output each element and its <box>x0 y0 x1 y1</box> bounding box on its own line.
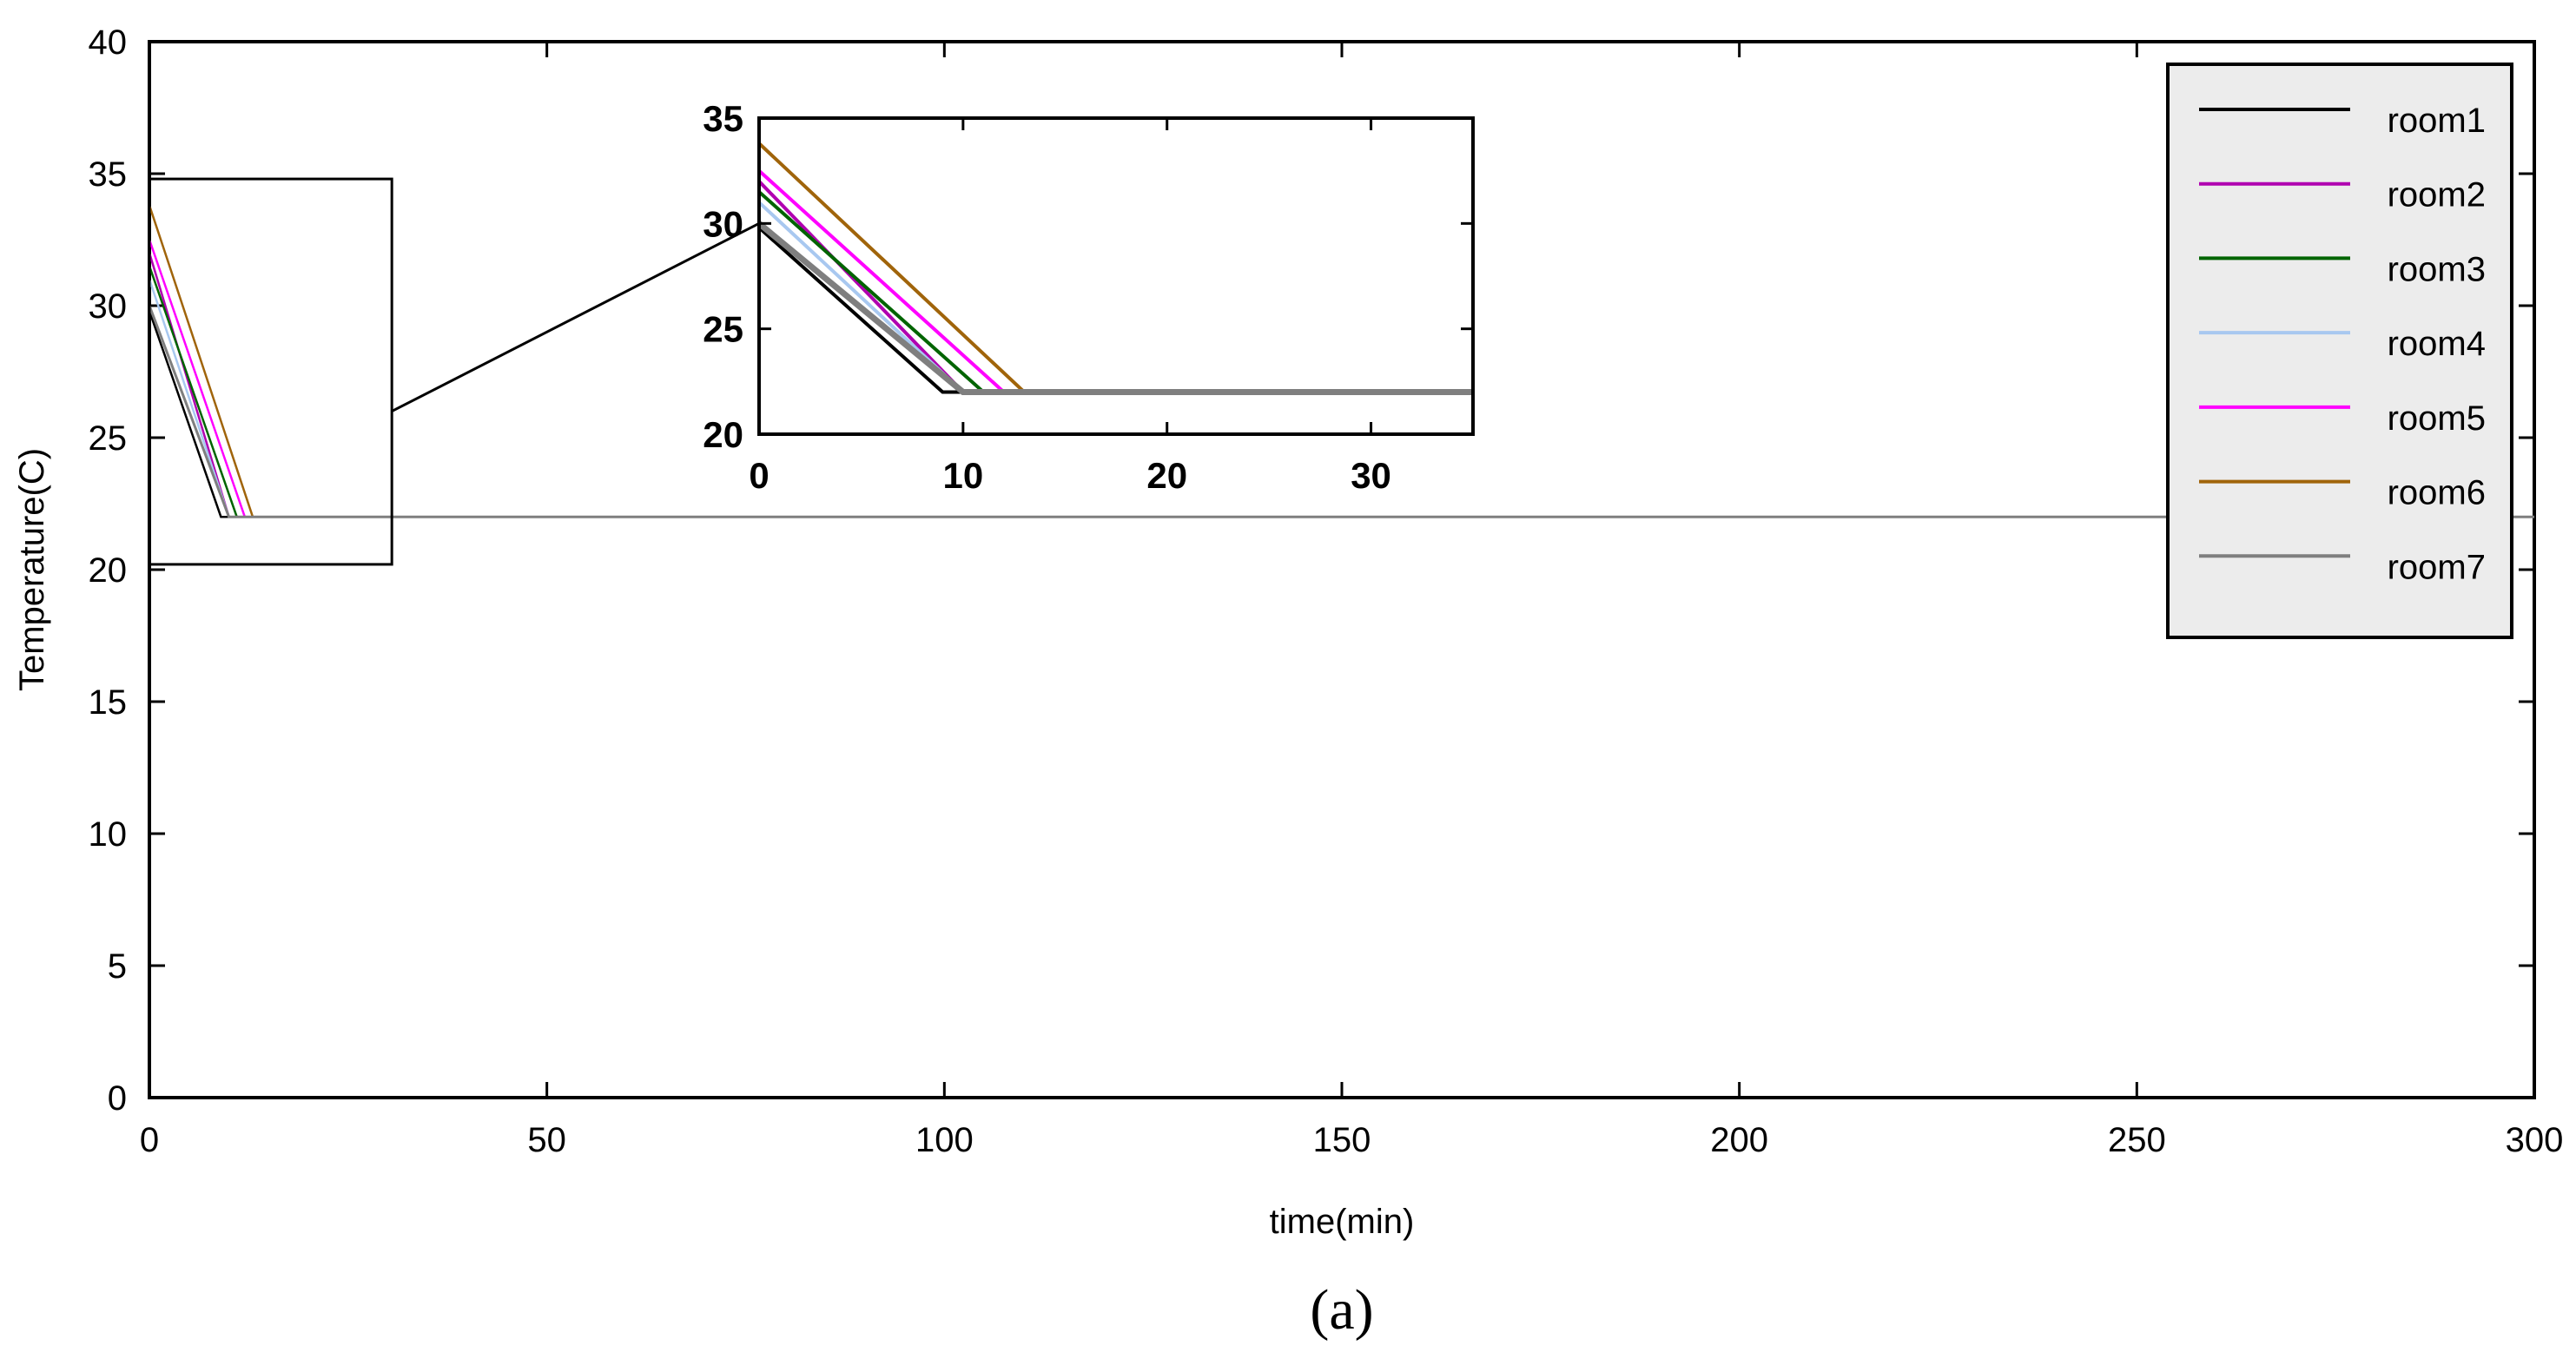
zoom-region-box <box>148 177 393 566</box>
inset-plot-frame <box>757 116 1475 436</box>
y-tick-label: 5 <box>108 947 127 986</box>
inset-series-line-room7 <box>756 221 1473 395</box>
inset-plot-area: 0 10 20 30 20 25 30 35 <box>703 98 1475 496</box>
y-tick-label: 15 <box>89 683 128 722</box>
inset-x-tick-label: 0 <box>749 455 769 496</box>
legend-label-room7: room7 <box>2388 548 2486 586</box>
inset-y-tick-label: 35 <box>703 98 743 139</box>
main-x-ticks: 0 50 100 150 200 250 300 <box>140 42 2564 1159</box>
x-axis-label: time(min) <box>1270 1203 1415 1241</box>
inset-x-tick-label: 30 <box>1351 455 1391 496</box>
figure-caption: (a) <box>1310 1278 1373 1342</box>
x-tick-label: 100 <box>915 1121 974 1159</box>
y-tick-label: 20 <box>89 551 128 590</box>
legend: room1 room2 room3 room4 room5 room6 room7 <box>2166 63 2513 639</box>
legend-label-room1: room1 <box>2388 102 2486 140</box>
x-tick-label: 200 <box>1710 1121 1768 1159</box>
inset-series-lines <box>756 142 1473 395</box>
legend-box <box>2166 63 2513 639</box>
inset-x-tick-label: 10 <box>942 455 983 496</box>
y-tick-label: 30 <box>89 287 128 326</box>
inset-x-ticks: 0 10 20 30 <box>749 118 1391 496</box>
inset-y-tick-label: 30 <box>703 203 743 244</box>
zoom-connector-line <box>391 221 760 412</box>
legend-label-room2: room2 <box>2388 176 2486 214</box>
legend-items: room1 room2 room3 room4 room5 room6 room7 <box>2199 102 2486 586</box>
series-line-room7 <box>148 305 2534 518</box>
y-axis-label: Temperature(C) <box>13 448 51 691</box>
x-tick-label: 250 <box>2108 1121 2166 1159</box>
main-series-lines <box>148 205 2534 518</box>
inset-background <box>759 118 1473 434</box>
inset-y-tick-label: 20 <box>703 414 743 455</box>
legend-label-room6: room6 <box>2388 474 2486 512</box>
y-tick-label: 40 <box>89 23 128 62</box>
legend-label-room4: room4 <box>2388 325 2486 363</box>
y-tick-label: 35 <box>89 155 128 194</box>
inset-y-tick-label: 25 <box>703 309 743 350</box>
x-tick-label: 300 <box>2506 1121 2564 1159</box>
x-tick-label: 0 <box>140 1121 159 1159</box>
x-tick-label: 150 <box>1313 1121 1371 1159</box>
main-y-ticks: 0 5 10 15 20 25 30 35 40 <box>89 23 2534 1118</box>
legend-label-room3: room3 <box>2388 250 2486 288</box>
y-tick-label: 25 <box>89 419 128 458</box>
x-tick-label: 50 <box>527 1121 566 1159</box>
inset-x-tick-label: 20 <box>1146 455 1187 496</box>
y-tick-label: 10 <box>89 815 128 854</box>
legend-label-room5: room5 <box>2388 399 2486 438</box>
y-tick-label: 0 <box>108 1079 127 1118</box>
inset-y-ticks: 20 25 30 35 <box>703 98 1473 455</box>
